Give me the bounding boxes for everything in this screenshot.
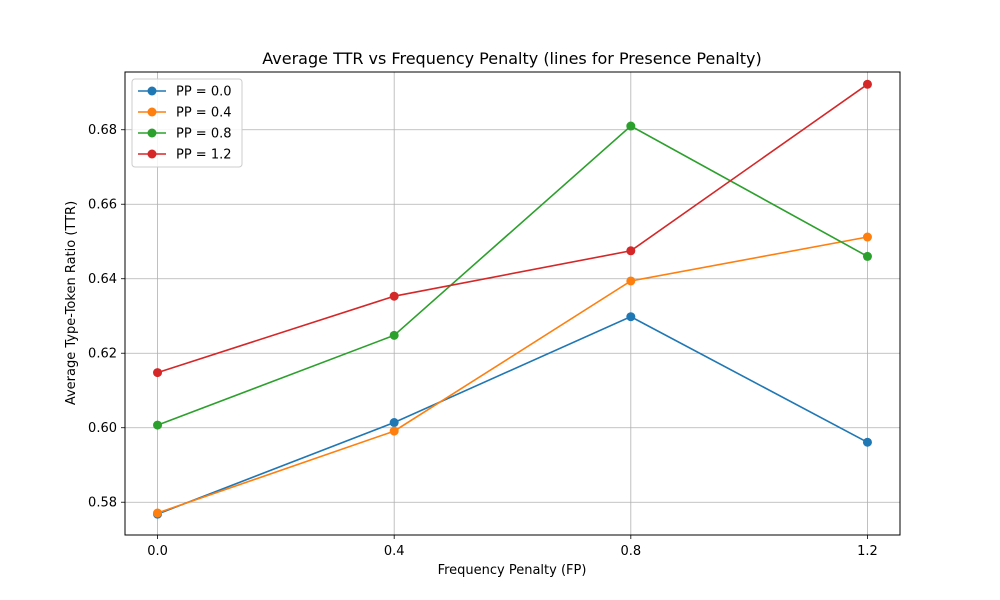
plot-frame	[124, 71, 901, 536]
legend-label: PP = 0.4	[176, 106, 232, 121]
series-1	[153, 312, 872, 519]
legend-entry: PP = 1.2	[138, 148, 232, 163]
y-tick-label: 0.62	[88, 347, 117, 362]
chart-title: Average TTR vs Frequency Penalty (lines …	[262, 49, 761, 68]
y-axis-label: Average Type-Token Ratio (TTR)	[64, 201, 79, 405]
x-tick-label: 1.2	[857, 544, 878, 559]
legend-label: PP = 1.2	[176, 148, 232, 163]
series-line	[157, 315, 868, 515]
data-point	[626, 121, 636, 131]
y-axis: 0.58 0.60 0.62 0.64 0.66 0.68	[88, 123, 125, 511]
data-point	[389, 426, 399, 436]
legend-label: PP = 0.0	[176, 85, 232, 100]
data-point	[153, 420, 163, 430]
y-tick-label: 0.66	[88, 198, 117, 213]
data-point	[862, 79, 872, 89]
x-tick-label: 0.8	[620, 544, 641, 559]
grid	[125, 72, 900, 535]
x-axis: 0.0 0.4 0.8 1.2	[147, 535, 878, 559]
series-3	[153, 121, 872, 430]
y-tick-label: 0.68	[88, 123, 117, 138]
data-point	[862, 251, 872, 261]
series-line	[157, 125, 868, 426]
data-point	[153, 368, 163, 378]
data-point	[862, 232, 872, 242]
legend-marker	[147, 107, 157, 117]
x-tick-label: 0.4	[384, 544, 405, 559]
x-tick-label: 0.0	[147, 544, 168, 559]
legend-box	[131, 78, 243, 168]
series-line	[157, 83, 868, 374]
y-tick-label: 0.58	[88, 496, 117, 511]
x-axis-label: Frequency Penalty (FP)	[438, 563, 587, 578]
series-line	[157, 236, 868, 514]
y-tick-label: 0.64	[88, 272, 117, 287]
legend-marker	[147, 149, 157, 159]
series-group	[153, 79, 872, 519]
legend-entry: PP = 0.0	[138, 85, 232, 100]
series-4	[153, 79, 872, 378]
data-point	[153, 508, 163, 518]
data-point	[862, 437, 872, 447]
legend-label: PP = 0.8	[176, 127, 232, 142]
data-point	[626, 276, 636, 286]
data-point	[389, 291, 399, 301]
y-tick-label: 0.60	[88, 421, 117, 436]
data-point	[626, 246, 636, 256]
legend-entry: PP = 0.8	[138, 127, 232, 142]
data-point	[626, 312, 636, 322]
legend-entry: PP = 0.4	[138, 106, 232, 121]
legend: PP = 0.0 PP = 0.4 PP = 0.8 PP = 1.2	[131, 78, 243, 168]
legend-marker	[147, 128, 157, 138]
data-point	[389, 418, 399, 428]
data-point	[389, 330, 399, 340]
legend-marker	[147, 86, 157, 96]
series-2	[153, 232, 872, 518]
